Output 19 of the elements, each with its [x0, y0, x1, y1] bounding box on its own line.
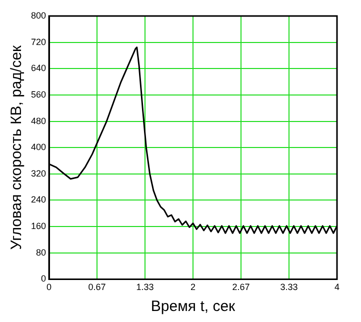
x-tick-label: 1.33 — [136, 282, 154, 292]
y-tick-label: 560 — [30, 89, 46, 100]
y-tick-label: 480 — [30, 116, 46, 126]
y-tick-label: 400 — [30, 142, 46, 152]
y-tick-label: 0 — [41, 274, 46, 284]
y-tick-label: 720 — [30, 36, 46, 47]
x-tick-label: 2 — [190, 282, 196, 292]
x-tick-label: 3.33 — [280, 282, 298, 292]
x-axis-title: Время t, сек — [150, 298, 236, 316]
y-tick-label: 640 — [30, 63, 46, 74]
y-tick-label: 800 — [30, 10, 46, 20]
x-tick-label: 0.67 — [88, 282, 106, 292]
x-tick-label: 2.67 — [232, 282, 250, 292]
y-tick-label: 320 — [30, 168, 46, 178]
y-tick-label: 240 — [30, 194, 46, 205]
x-tick-label: 4 — [334, 282, 340, 292]
y-tick-label: 80 — [36, 247, 46, 258]
y-axis-title: Угловая скорость КВ, рад/сек — [8, 44, 26, 250]
y-tick-label: 160 — [30, 221, 46, 232]
